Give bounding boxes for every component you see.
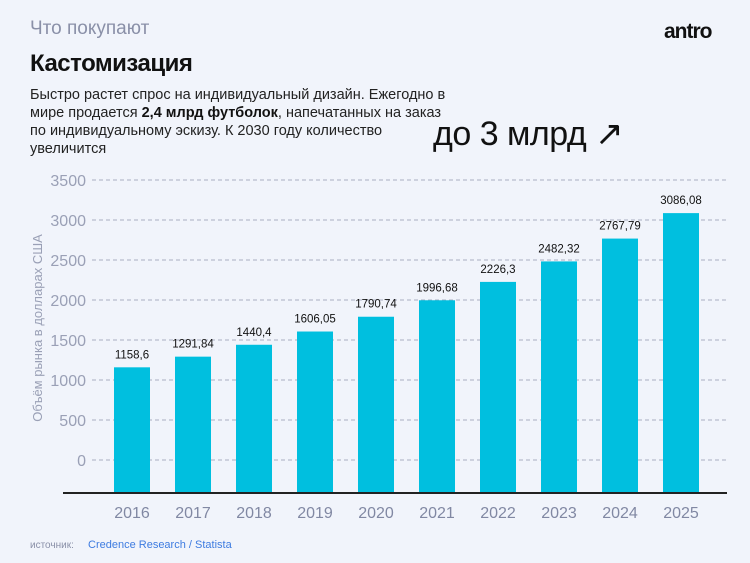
source-link[interactable]: Credence Research / Statista: [88, 539, 232, 551]
highlight: до 3 млрд ↗: [433, 115, 624, 153]
y-tick-label: 0: [77, 453, 86, 470]
x-tick-label: 2018: [236, 505, 272, 522]
description-bold: 2,4 млрд футболок: [141, 105, 278, 121]
y-tick-label: 3500: [50, 173, 86, 190]
page-title: Кастомизация: [30, 50, 193, 77]
y-tick-label: 1500: [50, 333, 86, 350]
data-label: 1158,6: [115, 349, 149, 361]
y-axis-label: Объём рынка в долларах США: [30, 234, 45, 422]
data-label: 3086,08: [660, 195, 702, 207]
bar: [175, 356, 211, 492]
bar: [602, 238, 638, 492]
data-label: 2226,3: [480, 264, 515, 276]
data-label: 1996,68: [416, 282, 458, 294]
data-label: 2482,32: [538, 243, 580, 255]
y-tick-label: 2000: [50, 293, 86, 310]
bar: [236, 344, 272, 492]
bar: [663, 213, 699, 493]
description-text: Быстро растет спрос на индивидуальный ди…: [30, 87, 446, 121]
description: Быстро растет спрос на индивидуальный ди…: [30, 86, 450, 158]
x-tick-label: 2021: [419, 505, 455, 522]
y-tick-label: 500: [59, 413, 86, 430]
data-label: 1606,05: [294, 314, 336, 326]
kicker: Что покупают: [30, 18, 150, 39]
source-label: источник:: [30, 540, 74, 551]
bar: [297, 331, 333, 492]
x-tick-label: 2020: [358, 505, 394, 522]
data-label: 1790,74: [355, 299, 397, 311]
x-tick-label: 2017: [175, 505, 211, 522]
y-tick-label: 1000: [50, 373, 86, 390]
x-tick-label: 2023: [541, 505, 577, 522]
x-tick-label: 2025: [663, 505, 699, 522]
data-label: 2767,79: [599, 221, 641, 233]
data-label: 1291,84: [172, 339, 214, 351]
bar: [358, 316, 394, 492]
description-text-2: , напечатанных на заказ по индивидуально…: [30, 105, 442, 157]
y-tick-label: 3000: [50, 213, 86, 230]
x-tick-label: 2016: [114, 505, 150, 522]
x-tick-label: 2019: [297, 505, 333, 522]
bar: [419, 300, 455, 492]
x-tick-label: 2024: [602, 505, 638, 522]
y-tick-label: 2500: [50, 253, 86, 270]
bar: [480, 281, 516, 492]
logo: antro: [664, 20, 712, 43]
bar: [114, 367, 150, 492]
data-label: 1440,4: [236, 327, 272, 339]
x-tick-label: 2022: [480, 505, 516, 522]
bar: [541, 261, 577, 492]
